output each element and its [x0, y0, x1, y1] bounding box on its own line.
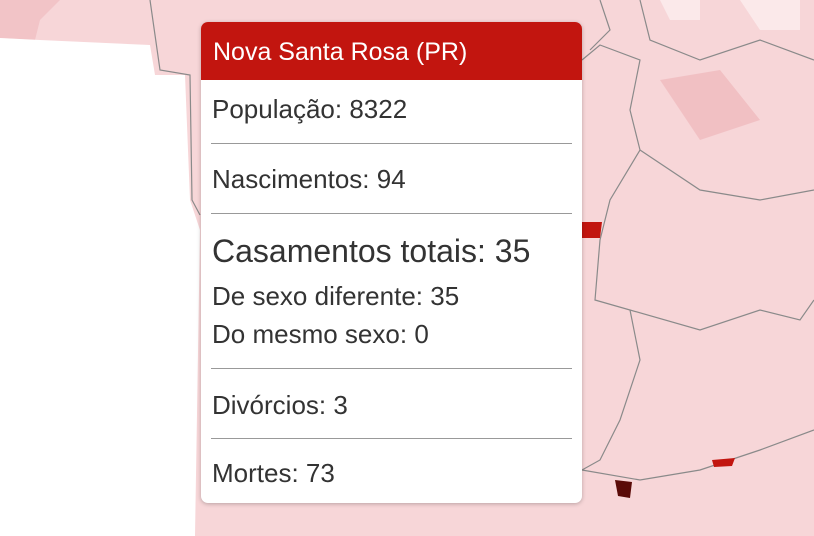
stat-value: 8322	[349, 94, 408, 124]
region	[660, 70, 760, 140]
stat-value: 35	[430, 281, 460, 311]
border	[589, 0, 814, 61]
stat-value: 94	[376, 164, 406, 194]
stat-row: Mortes: 73	[212, 458, 335, 489]
stat-label: Do mesmo sexo:	[212, 319, 408, 349]
stat-label: De sexo diferente:	[212, 281, 424, 311]
stat-value: 3	[333, 390, 348, 420]
region	[660, 0, 800, 30]
stat-row: Do mesmo sexo: 0	[212, 319, 429, 350]
separator	[211, 368, 572, 369]
stat-value: 35	[494, 233, 531, 269]
region	[0, 0, 60, 40]
border	[581, 44, 641, 471]
highlight	[582, 222, 602, 238]
stat-row: De sexo diferente: 35	[212, 281, 459, 312]
stat-row: População: 8322	[212, 94, 407, 125]
stat-label: População:	[212, 94, 343, 124]
border	[149, 0, 201, 216]
stat-label: Casamentos totais:	[212, 233, 486, 269]
stat-value: 0	[414, 319, 429, 349]
separator	[211, 438, 572, 439]
stat-label: Divórcios:	[212, 390, 327, 420]
stat-row: Nascimentos: 94	[212, 164, 406, 195]
region	[712, 458, 735, 467]
border	[581, 429, 814, 481]
ocean	[0, 38, 200, 536]
stat-row: Divórcios: 3	[212, 390, 348, 421]
stat-label: Mortes:	[212, 458, 299, 488]
stat-label: Nascimentos:	[212, 164, 370, 194]
border	[629, 299, 814, 331]
border	[639, 149, 814, 201]
separator	[211, 213, 572, 214]
stat-value: 73	[305, 458, 335, 488]
region	[615, 480, 632, 498]
tooltip-title: Nova Santa Rosa (PR)	[201, 22, 582, 80]
separator	[211, 143, 572, 144]
stat-row: Casamentos totais: 35	[212, 233, 530, 270]
tooltip: Nova Santa Rosa (PR) População: 8322 Nas…	[201, 22, 582, 503]
